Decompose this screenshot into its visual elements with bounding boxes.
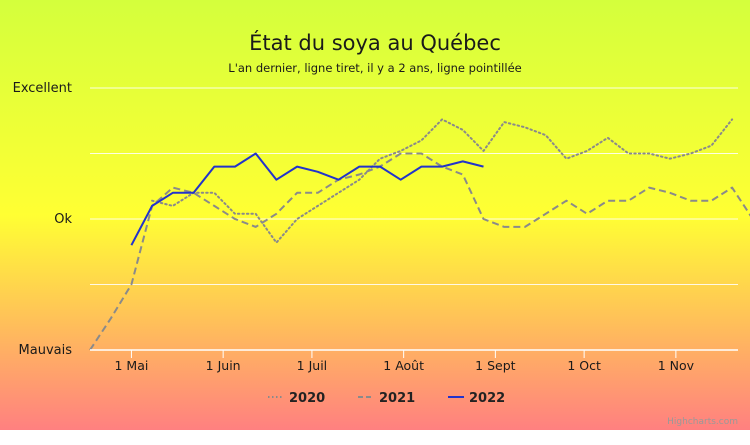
x-tick-label: 1 Juin: [206, 358, 241, 373]
legend-label: 2022: [469, 391, 505, 406]
y-axis: Mauvais Ok Excellent: [13, 81, 73, 358]
y-tick-label: Mauvais: [19, 343, 73, 358]
x-tick-label: 1 Oct: [567, 358, 601, 373]
chart-title: État du soya au Québec: [249, 30, 501, 55]
series-line-2020: [151, 118, 734, 244]
x-tick-label: 1 Nov: [658, 358, 695, 373]
legend-item-2021[interactable]: 2021: [358, 391, 415, 406]
x-tick-label: 1 Août: [383, 358, 424, 373]
series-lines: [89, 118, 750, 351]
legend-item-2022[interactable]: 2022: [448, 391, 505, 406]
y-tick-label: Excellent: [13, 81, 72, 96]
chart-svg: 1 Mai 1 Juin 1 Juil 1 Août 1 Sept 1 Oct 1 Nov …: [0, 0, 750, 430]
chart-subtitle: L'an dernier, ligne tiret, il y a 2 ans,…: [228, 61, 521, 75]
y-tick-label: Ok: [54, 212, 72, 227]
legend[interactable]: 2020 2021 2022: [268, 391, 505, 406]
series-line-2022: [130, 152, 484, 246]
chart-credits[interactable]: Highcharts.com: [667, 417, 738, 427]
legend-label: 2021: [379, 391, 415, 406]
legend-label: 2020: [289, 391, 325, 406]
x-tick-label: 1 Sept: [475, 358, 515, 373]
x-axis: 1 Mai 1 Juin 1 Juil 1 Août 1 Sept 1 Oct 1 Nov: [90, 349, 738, 373]
chart-container: 1 Mai 1 Juin 1 Juil 1 Août 1 Sept 1 Oct 1 Nov …: [0, 0, 750, 430]
chart-background: [0, 0, 750, 430]
x-tick-label: 1 Mai: [114, 358, 148, 373]
legend-item-2020[interactable]: 2020: [268, 391, 325, 406]
series-line-2021: [89, 152, 750, 351]
x-tick-label: 1 Juil: [297, 358, 327, 373]
